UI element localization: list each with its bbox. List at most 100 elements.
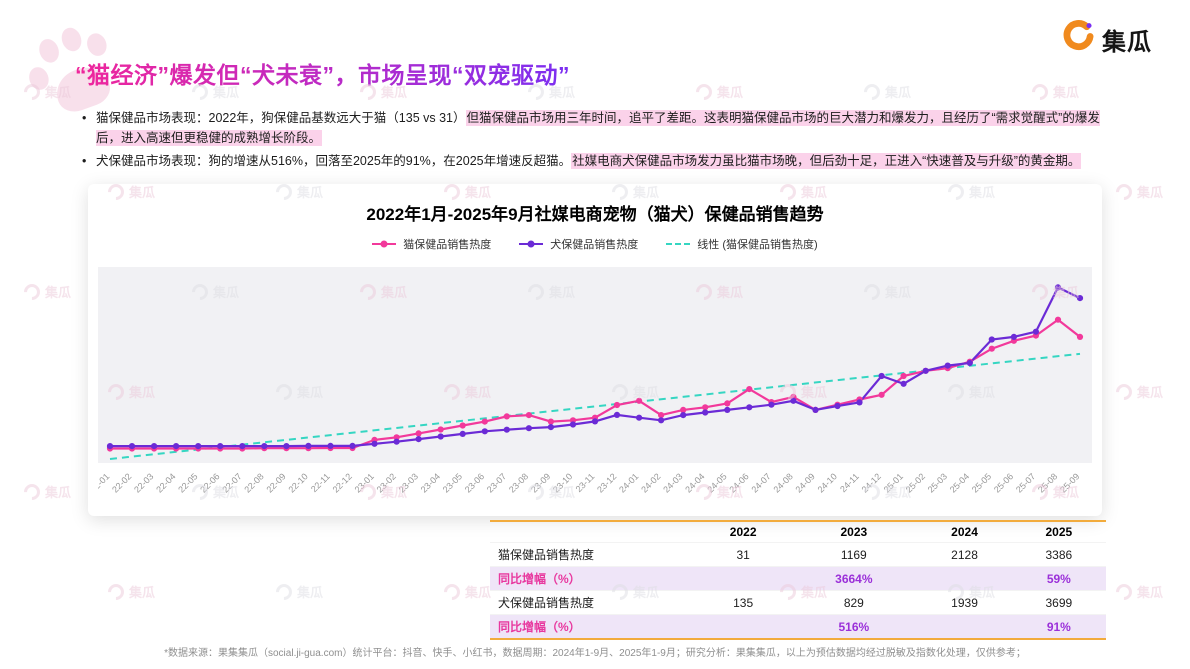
legend-label-trend: 线性 (猫保健品销售热度)	[697, 239, 818, 251]
dog-data-point	[569, 421, 577, 428]
cat-data-point	[636, 397, 643, 404]
dog-data-point	[1054, 284, 1062, 291]
dog-data-point	[878, 372, 885, 380]
dog-data-point	[283, 443, 290, 450]
x-tick-label: 23-05	[441, 471, 464, 494]
dog-line-swatch	[519, 240, 544, 248]
row-value: 1939	[917, 590, 1012, 615]
dog-data-point	[591, 418, 599, 425]
x-tick-label: 22-04	[154, 471, 177, 494]
cat-data-point	[547, 418, 554, 425]
x-tick-label: 22-09	[264, 471, 287, 494]
dog-data-point	[834, 402, 841, 410]
brand-watermark: 集瓜	[272, 580, 323, 603]
brand-watermark: 集瓜	[20, 280, 71, 303]
row-value	[696, 614, 791, 640]
cat-data-point	[680, 406, 687, 413]
cat-data-point	[724, 400, 731, 407]
dog-data-point	[217, 443, 224, 450]
dog-data-point	[327, 442, 334, 449]
row-value: 3386	[1011, 542, 1106, 567]
x-tick-label: 22-03	[132, 471, 155, 494]
cat-data-point	[702, 404, 709, 411]
table-row: 犬保健品销售热度 135 829 1939 3699	[490, 590, 1106, 615]
x-tick-label: 23-02	[375, 471, 398, 494]
dog-data-point	[547, 424, 554, 431]
brand-watermark: 集瓜	[608, 0, 659, 3]
x-tick-label: 24-02	[639, 471, 662, 494]
dog-data-point	[525, 425, 532, 432]
dog-data-point	[437, 433, 444, 440]
dog-data-point	[106, 443, 114, 450]
x-tick-label: 24-11	[838, 471, 861, 494]
row-value: 1169	[790, 542, 918, 567]
x-tick-label: 24-03	[661, 471, 684, 494]
brand-watermark: 集瓜	[104, 0, 155, 3]
row-value: 3699	[1011, 590, 1106, 615]
x-tick-label: 23-11	[574, 471, 597, 494]
brand-watermark: 集瓜	[272, 0, 323, 3]
dog-data-point	[702, 409, 709, 416]
dog-data-point	[790, 397, 797, 404]
dog-data-point	[393, 438, 400, 445]
dog-data-point	[922, 367, 929, 374]
x-tick-label: 24-09	[794, 471, 817, 494]
dog-data-point	[680, 412, 687, 419]
brand-watermark: 集瓜	[1112, 180, 1163, 203]
x-tick-label: 25-09	[1058, 471, 1081, 494]
x-tick-label: 25-02	[904, 471, 927, 494]
cat-data-point	[1054, 316, 1062, 323]
dog-data-point	[900, 380, 907, 387]
footer-note: *数据来源：果集集瓜（social.ji-gua.com）统计平台：抖音、快手、…	[164, 648, 1026, 659]
x-tick-label: 22-07	[220, 471, 243, 494]
trend-line-swatch	[666, 243, 691, 245]
row-value: 91%	[1011, 614, 1106, 640]
dog-data-point	[261, 443, 268, 450]
x-tick-label: 23-10	[551, 471, 574, 494]
table-row: 同比增幅（%） 516% 91%	[490, 614, 1106, 640]
jigua-logo-icon	[1062, 20, 1095, 58]
x-tick-label: 23-12	[595, 471, 618, 494]
row-value	[696, 566, 791, 591]
year-column-header: 2025	[1011, 521, 1106, 543]
dog-data-point	[1076, 295, 1084, 302]
x-tick-label: 24-06	[727, 471, 750, 494]
cat-data-point	[393, 434, 400, 441]
cat-data-point	[459, 422, 466, 429]
brand-watermark: 集瓜	[1028, 80, 1079, 103]
dog-data-point	[768, 401, 775, 408]
cat-data-point	[746, 386, 753, 393]
bullet-list: 猫保健品市场表现：2022年，狗保健品基数远大于猫（135 vs 31）但猫保健…	[82, 108, 1124, 174]
dog-data-point	[173, 443, 180, 450]
cat-data-point	[437, 426, 444, 433]
x-tick-label: 23-07	[485, 471, 508, 494]
brand-watermark: 集瓜	[1112, 0, 1163, 3]
summary-table: 2022 2023 2024 2025 猫保健品销售热度 31 1169 2128 3386 同比…	[490, 520, 1106, 640]
chart-title: 2022年1月-2025年9月社媒电商宠物（猫犬）保健品销售趋势	[366, 205, 824, 224]
x-tick-label: 25-06	[992, 471, 1015, 494]
row-value	[917, 566, 1012, 591]
legend-item-dog: 犬保健品销售热度	[519, 236, 638, 252]
brand-watermark: 集瓜	[1112, 580, 1163, 603]
brand-watermark: 集瓜	[440, 0, 491, 3]
cat-data-point	[503, 413, 510, 420]
table-header-row: 2022 2023 2024 2025	[490, 521, 1106, 543]
dog-data-point	[481, 428, 488, 435]
x-tick-label: 23-09	[529, 471, 552, 494]
x-tick-label: 24-01	[617, 471, 640, 494]
chart-card: 2022年1月-2025年9月社媒电商宠物（猫犬）保健品销售趋势 猫保健品销售热…	[88, 184, 1102, 516]
x-tick-label: 22-10	[286, 471, 309, 494]
dog-data-point	[636, 414, 643, 421]
x-tick-label: 22-01	[98, 471, 111, 494]
x-tick-label: 24-04	[683, 471, 706, 494]
row-value: 59%	[1011, 566, 1106, 591]
row-value	[917, 614, 1012, 640]
dog-data-point	[195, 443, 202, 450]
brand-logo: 集瓜	[1062, 20, 1152, 58]
row-label: 猫保健品销售热度	[490, 542, 696, 567]
dog-data-point	[944, 362, 951, 369]
dog-data-point	[966, 359, 973, 367]
year-column-header: 2022	[696, 521, 791, 543]
table-row: 猫保健品销售热度 31 1169 2128 3386	[490, 542, 1106, 567]
cat-data-point	[415, 430, 422, 437]
